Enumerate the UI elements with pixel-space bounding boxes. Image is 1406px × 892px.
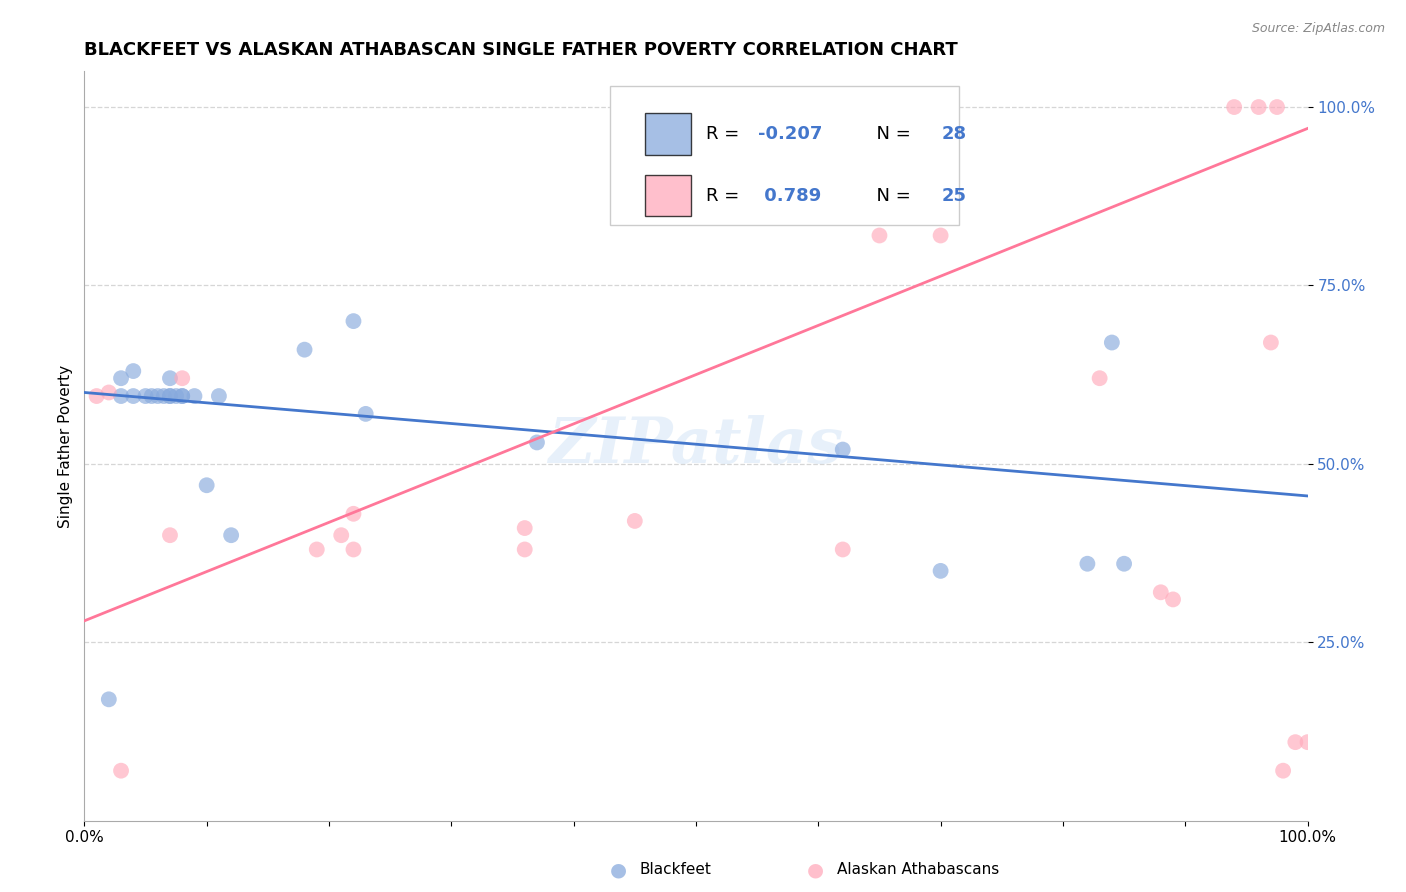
Point (1260, 335, 1282, 350)
Text: R =: R = (706, 186, 745, 205)
Point (831, 442, 853, 457)
Point (110, 764, 132, 778)
Point (330, 528, 353, 542)
Y-axis label: Single Father Poverty: Single Father Poverty (58, 365, 73, 527)
Text: N =: N = (865, 186, 917, 205)
Point (624, 514, 647, 528)
Point (172, 389, 194, 403)
Point (183, 389, 205, 403)
Point (1284, 735, 1306, 749)
Point (97, 692, 120, 706)
Point (1076, 557, 1098, 571)
Point (219, 528, 242, 542)
Point (342, 507, 364, 521)
Point (1272, 764, 1295, 778)
Point (1150, 585, 1173, 599)
Point (1101, 335, 1123, 350)
Point (1265, 100, 1288, 114)
Point (513, 521, 536, 535)
Point (1161, 592, 1184, 607)
FancyBboxPatch shape (644, 175, 692, 217)
Point (97, 385, 120, 400)
Point (141, 389, 163, 403)
Point (135, 389, 157, 403)
Point (929, 228, 952, 243)
Point (153, 389, 176, 403)
Point (342, 314, 364, 328)
Text: -0.207: -0.207 (758, 125, 823, 143)
Point (513, 542, 536, 557)
Point (831, 542, 853, 557)
Point (172, 389, 194, 403)
Point (354, 407, 377, 421)
Text: Source: ZipAtlas.com: Source: ZipAtlas.com (1251, 22, 1385, 36)
Point (869, 228, 891, 243)
Text: ●: ● (610, 860, 627, 880)
Point (1223, 100, 1246, 114)
Text: R =: R = (706, 125, 745, 143)
Point (1247, 100, 1270, 114)
Point (526, 435, 548, 450)
Point (159, 389, 181, 403)
Point (1088, 371, 1111, 385)
FancyBboxPatch shape (610, 87, 959, 225)
Point (110, 389, 132, 403)
Point (195, 478, 218, 492)
Text: Alaskan Athabascans: Alaskan Athabascans (837, 863, 998, 877)
Point (208, 389, 231, 403)
Text: BLACKFEET VS ALASKAN ATHABASCAN SINGLE FATHER POVERTY CORRELATION CHART: BLACKFEET VS ALASKAN ATHABASCAN SINGLE F… (84, 41, 957, 59)
Point (342, 542, 364, 557)
Point (159, 528, 181, 542)
Point (122, 389, 145, 403)
Point (1114, 557, 1136, 571)
Text: 28: 28 (942, 125, 967, 143)
Text: 25: 25 (942, 186, 967, 205)
Point (172, 371, 194, 385)
Point (159, 389, 181, 403)
Text: ●: ● (807, 860, 824, 880)
Point (165, 389, 187, 403)
Point (159, 371, 181, 385)
Point (929, 564, 952, 578)
Text: N =: N = (865, 125, 917, 143)
Text: 0.789: 0.789 (758, 186, 821, 205)
Point (122, 364, 145, 378)
Point (146, 389, 169, 403)
Text: ZIPatlas: ZIPatlas (548, 416, 844, 476)
Text: Blackfeet: Blackfeet (640, 863, 711, 877)
Point (86, 389, 108, 403)
Point (1296, 735, 1319, 749)
Point (110, 371, 132, 385)
FancyBboxPatch shape (644, 113, 692, 154)
Point (305, 542, 328, 557)
Point (294, 343, 316, 357)
